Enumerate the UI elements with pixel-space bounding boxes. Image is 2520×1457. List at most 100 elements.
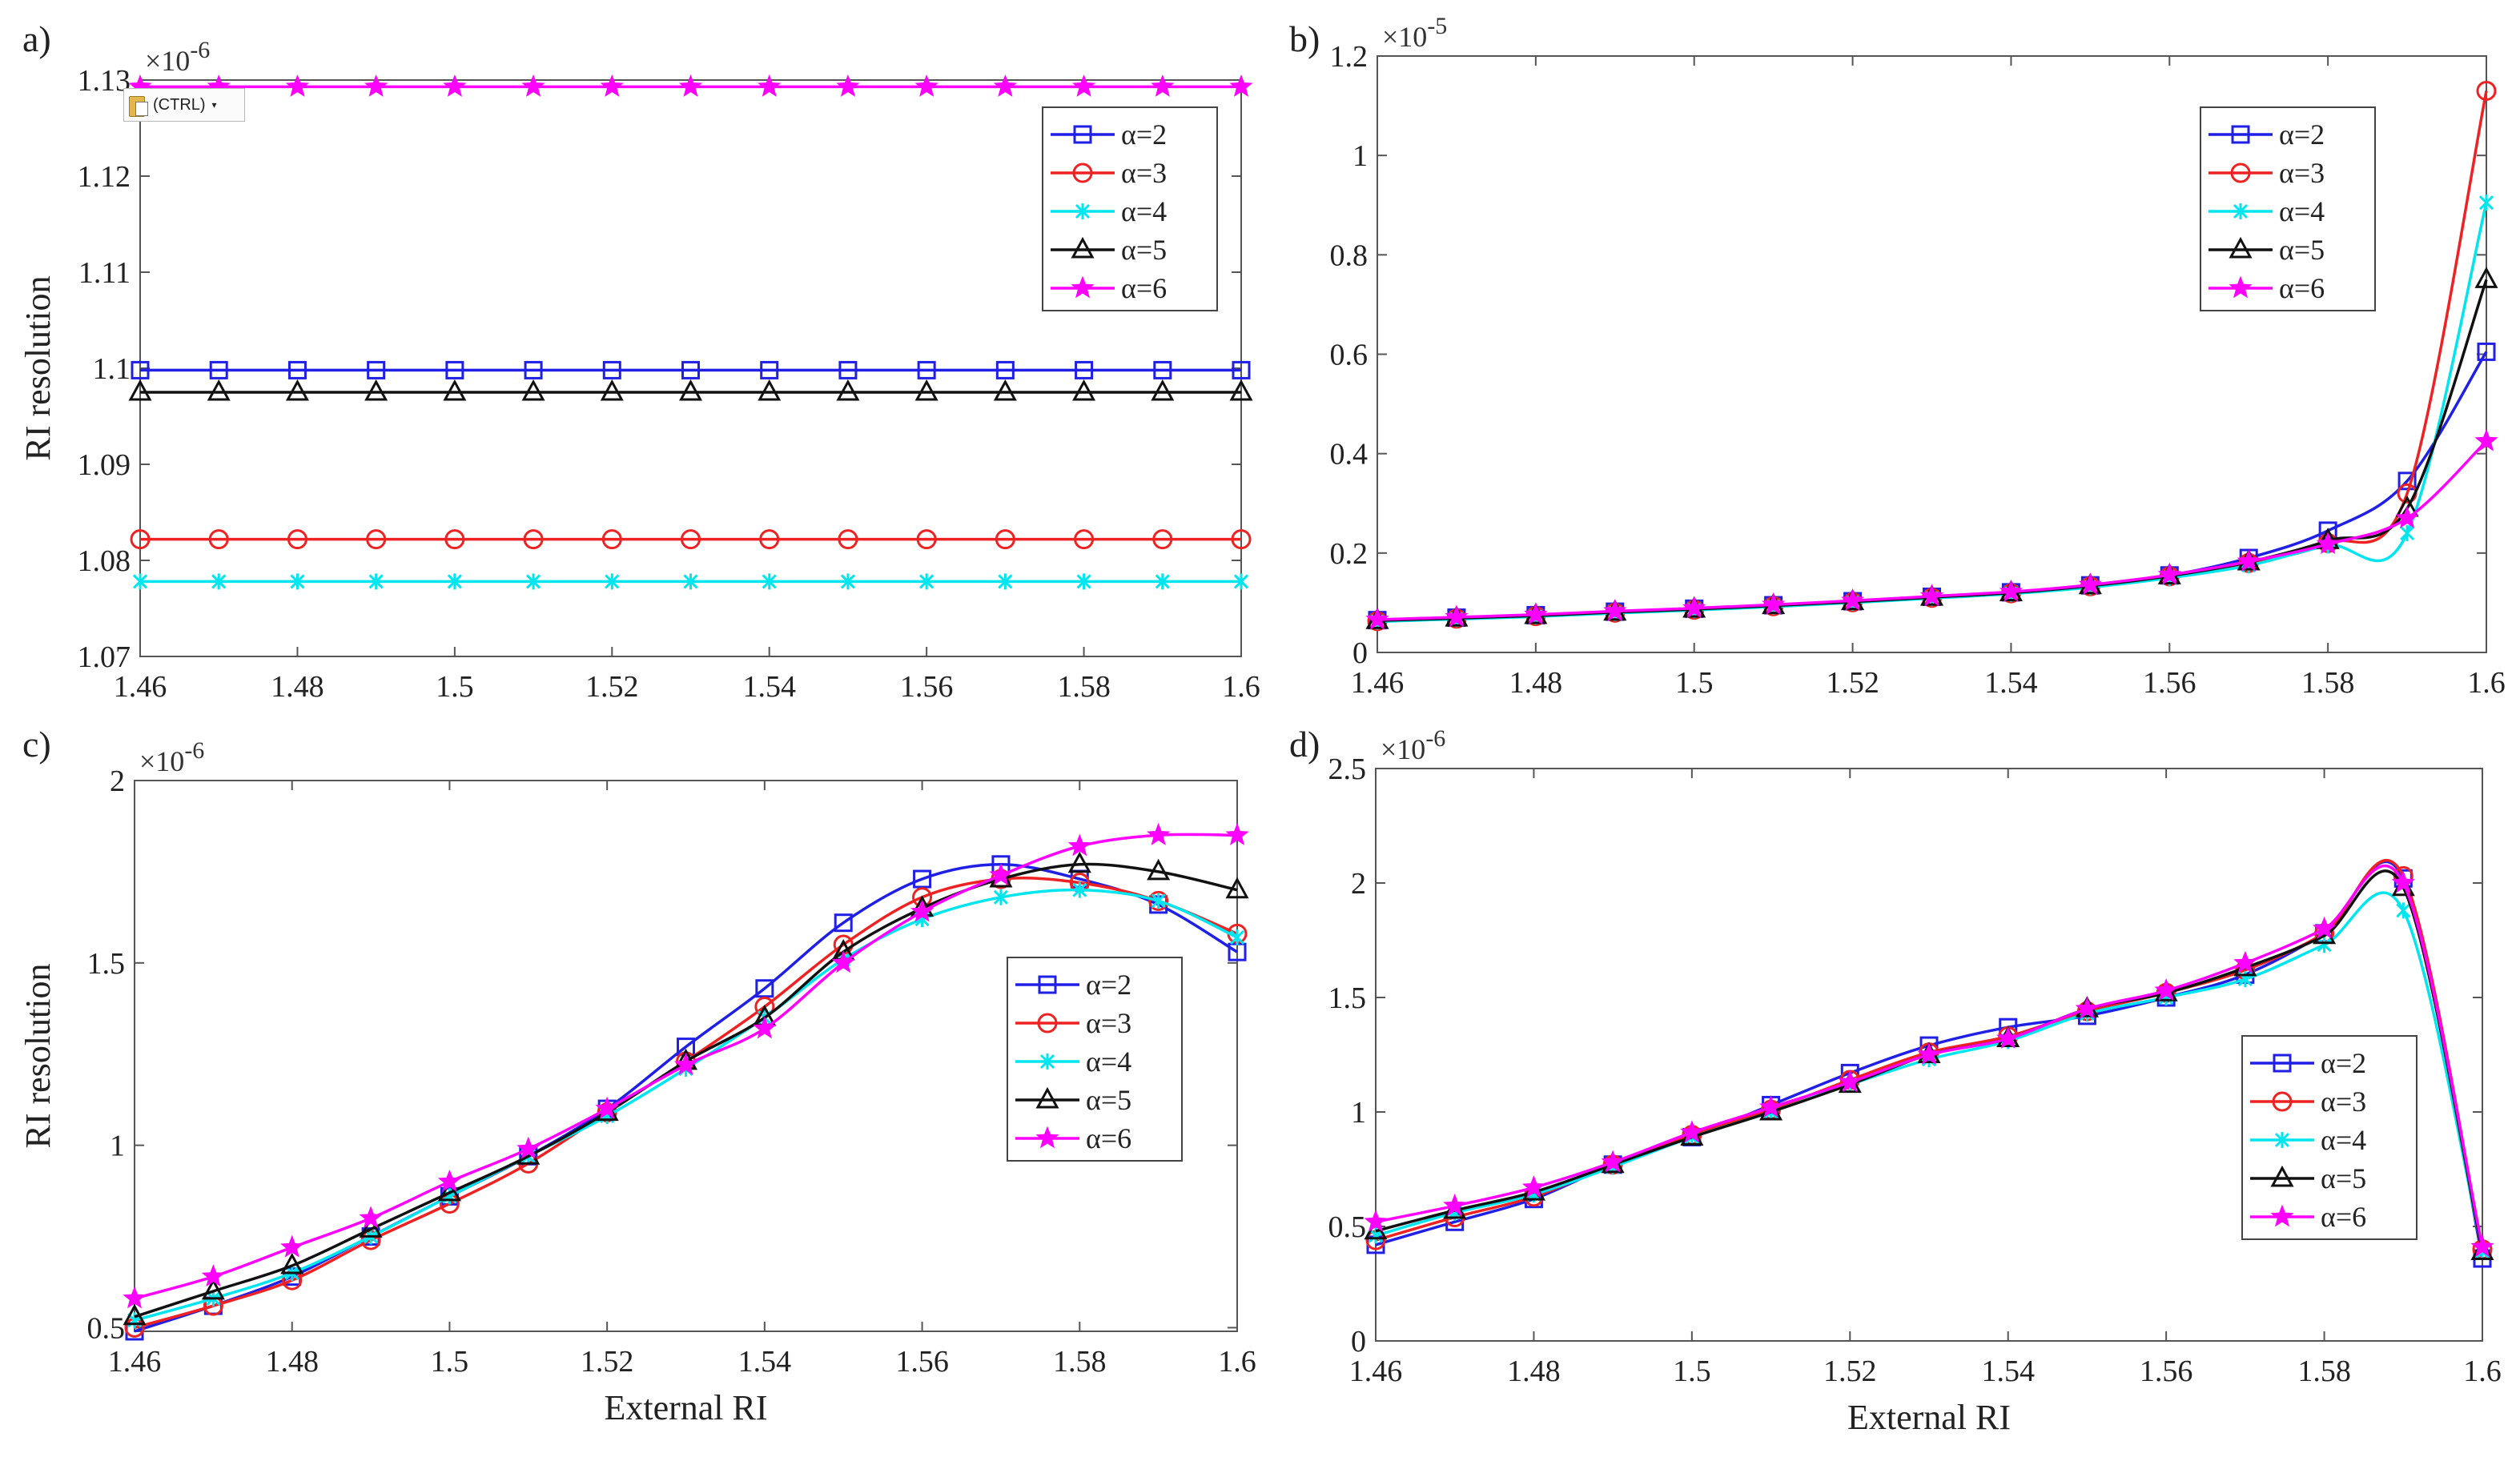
data-point xyxy=(1229,379,1253,401)
legend-marker xyxy=(1072,163,1093,183)
series-alpha-5 xyxy=(1365,267,2498,629)
data-point xyxy=(1838,1070,1862,1093)
y-tick-label: 0.4 xyxy=(1330,438,1369,472)
legend-label: α=2 xyxy=(2321,1047,2366,1079)
y-axis-exponent: ×10-6 xyxy=(139,737,204,777)
legend-entry: α=4 xyxy=(2209,195,2325,227)
legend-label: α=2 xyxy=(1121,118,1167,151)
legend-label: α=5 xyxy=(2279,234,2325,266)
data-point xyxy=(285,379,309,401)
legend-label: α=3 xyxy=(1121,157,1167,189)
data-point xyxy=(838,529,858,550)
legend-entry: α=2 xyxy=(1015,969,1131,1001)
y-tick-label: 2 xyxy=(1351,867,1366,901)
y-axis-label: RI resolution xyxy=(18,276,58,461)
data-point xyxy=(1146,822,1171,845)
data-point xyxy=(2400,525,2415,541)
data-point xyxy=(201,1264,226,1287)
x-tick-label: 1.5 xyxy=(436,670,474,704)
data-point xyxy=(1155,573,1170,590)
x-tick-label: 1.48 xyxy=(1507,1355,1561,1388)
legend-label: α=2 xyxy=(2279,118,2325,151)
legend-marker xyxy=(2272,1091,2293,1112)
y-tick-label: 1.07 xyxy=(78,640,131,674)
legend-entry: α=4 xyxy=(1051,195,1167,227)
data-point xyxy=(364,379,388,401)
x-tick-label: 1.6 xyxy=(2467,666,2506,700)
data-point xyxy=(1075,360,1094,379)
data-point xyxy=(1072,379,1096,401)
legend: α=2 α=3 α=4 α=5 α=6 xyxy=(2241,1035,2418,1240)
data-point xyxy=(128,379,152,401)
series-alpha-6 xyxy=(1365,428,2498,630)
data-point xyxy=(678,379,703,401)
data-point xyxy=(1148,890,1169,911)
y-tick-label: 0.5 xyxy=(1328,1210,1367,1244)
y-tick-label: 0 xyxy=(1352,636,1368,670)
paste-options-badge[interactable]: (CTRL) ▾ xyxy=(123,88,245,122)
x-tick-label: 1.6 xyxy=(2463,1355,2502,1388)
series-alpha-6 xyxy=(123,822,1249,1309)
data-point xyxy=(910,899,934,922)
x-axis-label: External RI xyxy=(1847,1398,2011,1437)
data-point xyxy=(683,573,698,590)
legend-label: α=2 xyxy=(1086,969,1131,1001)
data-point xyxy=(1072,881,1087,898)
legend-marker xyxy=(2273,1054,2292,1073)
legend-marker xyxy=(2270,1165,2294,1187)
data-point xyxy=(1996,1026,2020,1049)
x-tick-label: 1.54 xyxy=(1981,1355,2035,1388)
legend-marker xyxy=(2229,236,2253,259)
data-point xyxy=(2233,950,2257,973)
legend-label: α=6 xyxy=(2279,272,2325,304)
data-point xyxy=(2154,978,2178,1001)
x-tick-label: 1.54 xyxy=(1984,666,2038,700)
y-tick-label: 1 xyxy=(110,1130,125,1163)
data-point xyxy=(917,360,936,379)
data-point xyxy=(602,360,621,379)
y-tick-label: 2.5 xyxy=(1328,753,1367,786)
x-tick-label: 1.56 xyxy=(900,670,954,704)
x-tick-label: 1.56 xyxy=(2140,1355,2193,1388)
y-tick-label: 1.08 xyxy=(78,544,131,578)
y-tick-label: 2 xyxy=(110,765,125,798)
y-axis-exponent: ×10-5 xyxy=(1382,13,1447,53)
legend-entry: α=6 xyxy=(1015,1122,1131,1154)
data-point xyxy=(595,1096,619,1119)
clipboard-icon xyxy=(129,94,148,117)
data-point xyxy=(916,529,937,550)
data-point xyxy=(1443,1193,1467,1216)
data-point xyxy=(600,379,624,401)
legend-marker xyxy=(2231,125,2250,144)
legend-entry: α=4 xyxy=(2250,1124,2366,1156)
data-point xyxy=(1919,584,1944,607)
data-point xyxy=(2317,937,2332,953)
legend-marker xyxy=(1071,236,1095,259)
y-tick-label: 1.5 xyxy=(1328,981,1367,1015)
x-tick-label: 1.52 xyxy=(585,670,639,704)
panel-label: d) xyxy=(1289,724,1320,765)
data-point xyxy=(1067,833,1091,857)
data-point xyxy=(521,74,545,97)
legend-label: α=6 xyxy=(2321,1201,2366,1233)
data-point xyxy=(758,379,782,401)
data-point xyxy=(290,573,305,590)
data-point xyxy=(209,360,228,379)
legend-box xyxy=(1042,106,1218,311)
x-tick-label: 1.58 xyxy=(1053,1345,1107,1379)
data-point xyxy=(123,1303,147,1326)
legend-entry: α=2 xyxy=(2250,1047,2366,1079)
series-line xyxy=(1375,891,2484,1252)
legend-label: α=4 xyxy=(2279,195,2325,227)
y-tick-label: 1 xyxy=(1352,139,1368,173)
y-tick-label: 1.2 xyxy=(1330,40,1369,74)
data-point xyxy=(995,529,1015,550)
legend-box xyxy=(1007,957,1183,1162)
legend-entry: α=5 xyxy=(1015,1084,1131,1116)
y-tick-label: 0.2 xyxy=(1330,537,1369,571)
data-point xyxy=(1231,529,1252,550)
legend-marker xyxy=(1073,125,1092,144)
y-tick-label: 1.5 xyxy=(87,947,126,981)
legend-marker xyxy=(1075,203,1091,219)
